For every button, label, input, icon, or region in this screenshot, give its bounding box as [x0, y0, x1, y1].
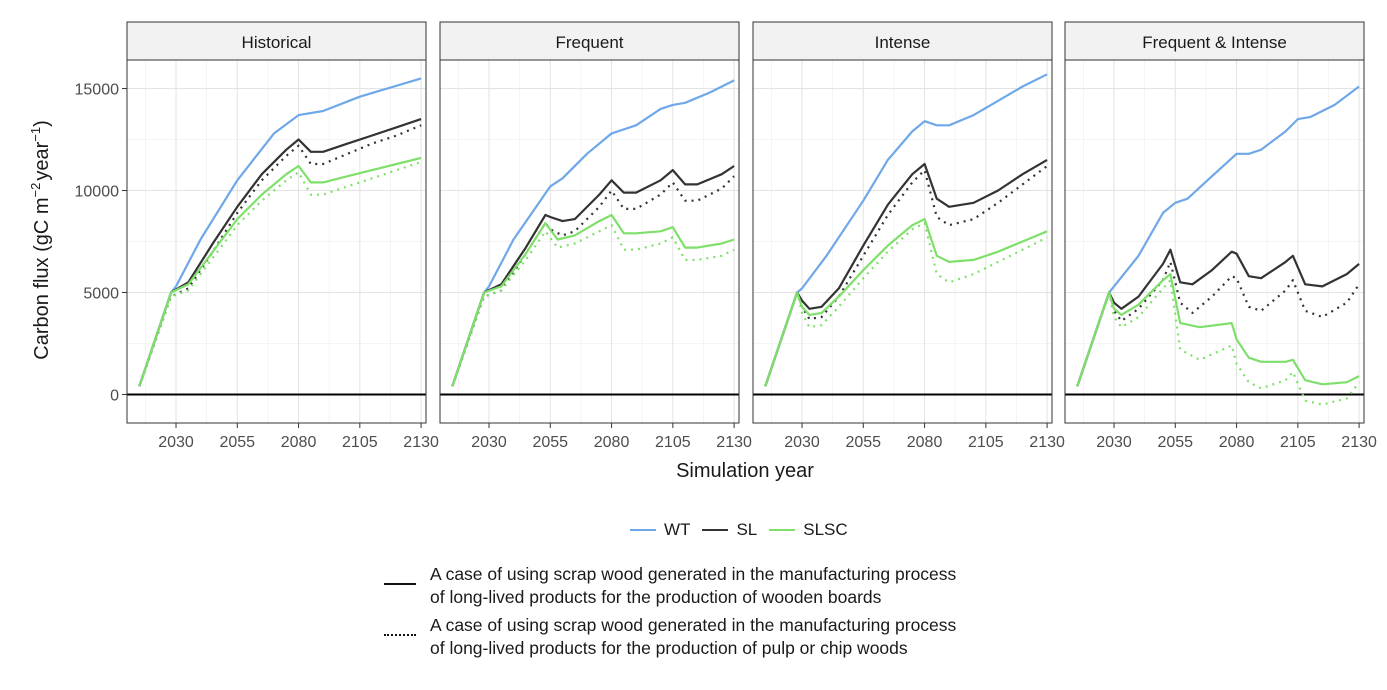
series-line-wt-solid — [138, 77, 422, 387]
y-tick-label: 15000 — [75, 82, 120, 99]
note-dotted-line1: A case of using scrap wood generated in … — [430, 615, 957, 635]
x-tick-label: 2055 — [845, 434, 881, 451]
series-line-slsc-solid — [451, 213, 735, 387]
x-tick-label: 2105 — [342, 434, 378, 451]
x-tick-label: 2105 — [968, 434, 1004, 451]
x-tick-label: 2130 — [1029, 434, 1065, 451]
x-tick-label: 2055 — [1157, 434, 1193, 451]
x-tick-label: 2080 — [281, 434, 317, 451]
legend-item-slsc: SLSC — [769, 520, 848, 540]
x-tick-label: 2030 — [784, 434, 820, 451]
note-solid-text: A case of using scrap wood generated in … — [430, 563, 956, 609]
legend-swatch-wt — [630, 529, 656, 531]
facet-strip — [126, 21, 427, 61]
note-solid-line2: of long-lived products for the productio… — [430, 587, 882, 607]
series-line-wt-solid — [451, 79, 735, 387]
note-dotted-line2: of long-lived products for the productio… — [430, 638, 908, 658]
series-line-slsc-dotted — [451, 224, 735, 387]
x-axis-label: Simulation year — [676, 460, 814, 482]
legend-item-sl: SL — [702, 520, 757, 540]
facet-strip — [752, 21, 1053, 61]
panel-border — [752, 59, 1053, 424]
facet-title: Frequent — [555, 33, 623, 52]
series-line-slsc-solid — [138, 156, 422, 387]
legend-swatch-sl — [702, 529, 729, 531]
facet-strip — [439, 21, 740, 61]
faceted-line-chart: Carbon flux (gC m−2year−1) Simulation ye… — [28, 21, 1377, 482]
panel-intense: Intense 2030 2055 2080 2105 2130 — [752, 21, 1065, 451]
x-tick-label: 2030 — [158, 434, 194, 451]
note-solid: A case of using scrap wood generated in … — [384, 563, 1104, 609]
legend-item-wt: WT — [630, 520, 690, 540]
x-tick-label: 2130 — [716, 434, 752, 451]
y-tick-label: 5000 — [83, 285, 119, 302]
legend: WT SL SLSC — [630, 518, 860, 542]
panel-border — [1064, 59, 1365, 424]
series-line-slsc-dotted — [1076, 279, 1360, 406]
series-line-sl-solid — [764, 158, 1048, 387]
series-line-sl-dotted — [451, 175, 735, 387]
dotted-line-key — [384, 614, 418, 660]
y-tick-label: 0 — [110, 387, 119, 404]
series-line-sl-solid — [451, 165, 735, 387]
x-tick-label: 2080 — [907, 434, 943, 451]
facet-title: Frequent & Intense — [1142, 33, 1287, 52]
facet-title: Intense — [875, 33, 931, 52]
series-line-slsc-solid — [1076, 273, 1360, 387]
legend-label-sl: SL — [736, 520, 758, 539]
x-tick-label: 2055 — [219, 434, 255, 451]
series-line-sl-solid — [1076, 248, 1360, 387]
series-line-wt-solid — [764, 73, 1048, 387]
panel-historical: Historical 2030 2055 2080 2105 2130 0 5000 10000… — [75, 21, 439, 451]
x-tick-label: 2080 — [594, 434, 630, 451]
panel-frequent-intense: Frequent & Intense 2030 2055 2080 2105 2130 — [1064, 21, 1377, 451]
series-line-slsc-solid — [764, 218, 1048, 387]
x-tick-label: 2030 — [471, 434, 507, 451]
legend-label-slsc: SLSC — [803, 520, 848, 539]
note-dotted: A case of using scrap wood generated in … — [384, 614, 1104, 660]
note-dotted-text: A case of using scrap wood generated in … — [430, 614, 956, 660]
x-tick-label: 2105 — [655, 434, 691, 451]
series-line-sl-dotted — [1076, 260, 1361, 387]
panel-border — [126, 59, 427, 424]
series-line-slsc-dotted — [138, 160, 422, 387]
linestyle-notes: A case of using scrap wood generated in … — [384, 563, 1104, 665]
x-tick-label: 2105 — [1280, 434, 1316, 451]
facet-strip — [1064, 21, 1365, 61]
x-tick-label: 2030 — [1096, 434, 1132, 451]
series-line-sl-dotted — [764, 165, 1048, 387]
x-tick-label: 2055 — [532, 434, 568, 451]
series-line-wt-solid — [1076, 85, 1360, 387]
panel-frequent: Frequent 2030 2055 2080 2105 2130 — [439, 21, 752, 451]
legend-swatch-slsc — [769, 529, 796, 531]
panel-border — [439, 59, 740, 424]
series-line-sl-solid — [138, 118, 422, 387]
x-tick-label: 2080 — [1219, 434, 1255, 451]
y-tick-label: 10000 — [75, 184, 120, 201]
series-line-sl-dotted — [138, 124, 422, 387]
x-tick-label: 2130 — [1341, 434, 1377, 451]
legend-label-wt: WT — [664, 520, 691, 539]
y-axis-label: Carbon flux (gC m−2year−1) — [28, 120, 53, 360]
note-solid-line1: A case of using scrap wood generated in … — [430, 564, 957, 584]
series-line-slsc-dotted — [764, 222, 1048, 387]
x-tick-label: 2130 — [403, 434, 439, 451]
facet-title: Historical — [242, 33, 312, 52]
solid-line-key — [384, 563, 418, 609]
